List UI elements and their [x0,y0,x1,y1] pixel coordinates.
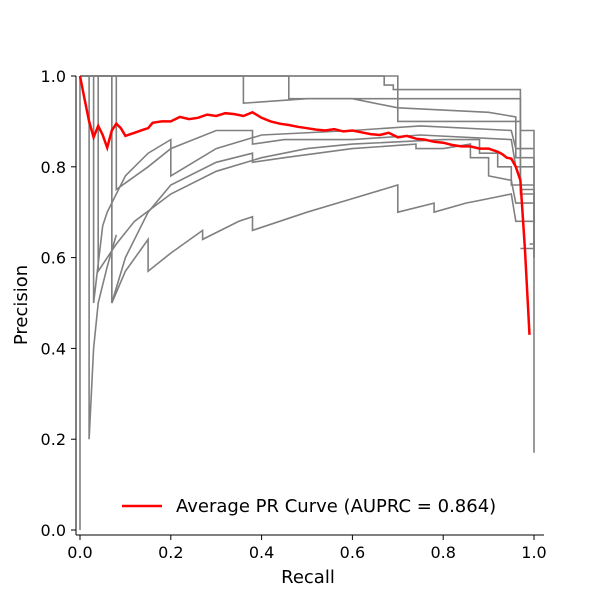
average-curve-layer [78,75,531,335]
axes-layer [75,76,544,536]
y-tick-label: 0.2 [41,430,66,449]
x-tick-label: 0.2 [158,543,183,562]
fold-pr-curve-10 [80,75,118,440]
y-tick-label: 0.8 [41,158,66,177]
x-ticks: 0.0 0.2 0.4 0.6 0.8 1.0 [67,535,547,562]
fold-pr-curve-7 [80,75,534,304]
x-axis-label: Recall [281,567,335,588]
fold-pr-curve-1 [80,75,535,258]
y-ticks: 0.0 0.2 0.4 0.6 0.8 1.0 [41,67,76,540]
x-tick-label: 0.6 [340,543,365,562]
y-axis-label: Precision [11,265,32,345]
curves-layer [79,75,535,530]
fold-pr-curve-6 [80,75,534,274]
legend: Average PR Curve (AUPRC = 0.864) [122,496,496,517]
x-tick-label: 0.4 [249,543,274,562]
fold-pr-curve-9 [80,75,535,250]
average-pr-curve [78,75,531,335]
fold-pr-curve-5 [80,75,535,304]
y-tick-label: 0.4 [41,339,66,358]
legend-label-average: Average PR Curve (AUPRC = 0.864) [176,496,496,517]
x-tick-label: 0.8 [430,543,455,562]
y-tick-label: 0.6 [41,249,66,268]
x-tick-label: 0.0 [67,543,92,562]
fold-pr-curve-8 [80,75,535,245]
y-tick-label: 1.0 [41,67,66,86]
x-tick-label: 1.0 [521,543,546,562]
y-tick-label: 0.0 [41,521,66,540]
